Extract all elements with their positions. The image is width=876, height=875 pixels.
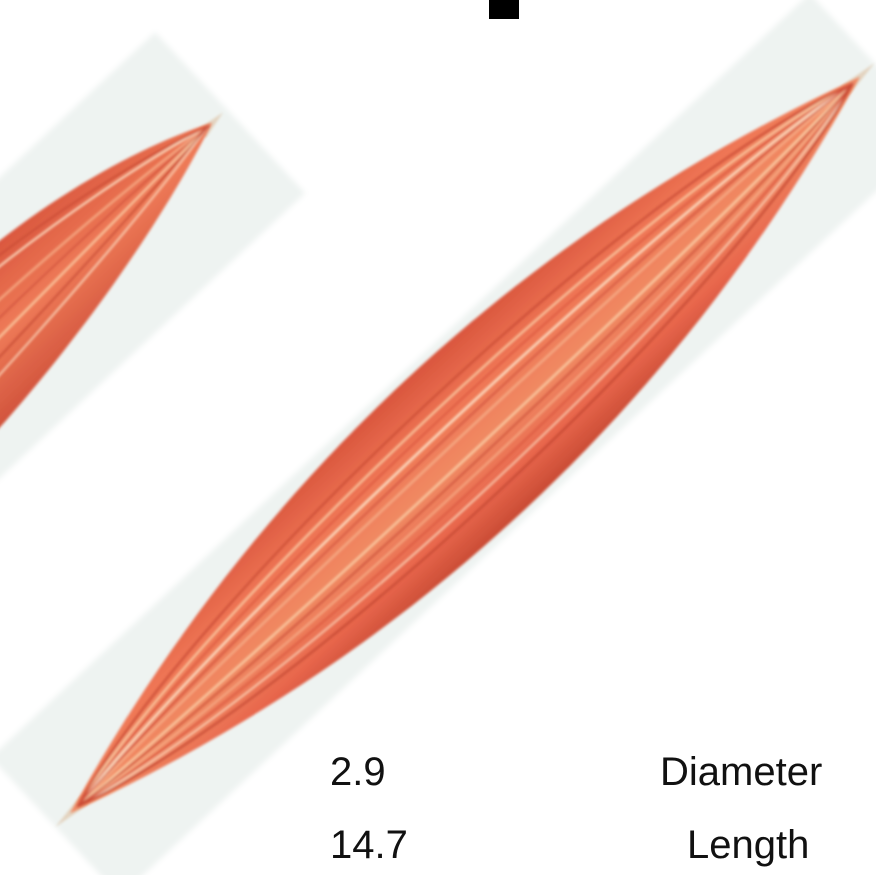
left-muscle-belly xyxy=(0,122,213,601)
main-muscle-fibers xyxy=(76,82,854,808)
diameter-label: Diameter xyxy=(660,750,823,794)
main-muscle-belly xyxy=(70,76,860,814)
length-value: 14.7 xyxy=(330,823,408,867)
diameter-value: 2.9 xyxy=(330,750,386,794)
left-muscle xyxy=(0,32,306,616)
top-marker-icon xyxy=(489,0,519,19)
length-label: Length xyxy=(687,823,810,867)
left-muscle-fibers xyxy=(0,125,210,587)
